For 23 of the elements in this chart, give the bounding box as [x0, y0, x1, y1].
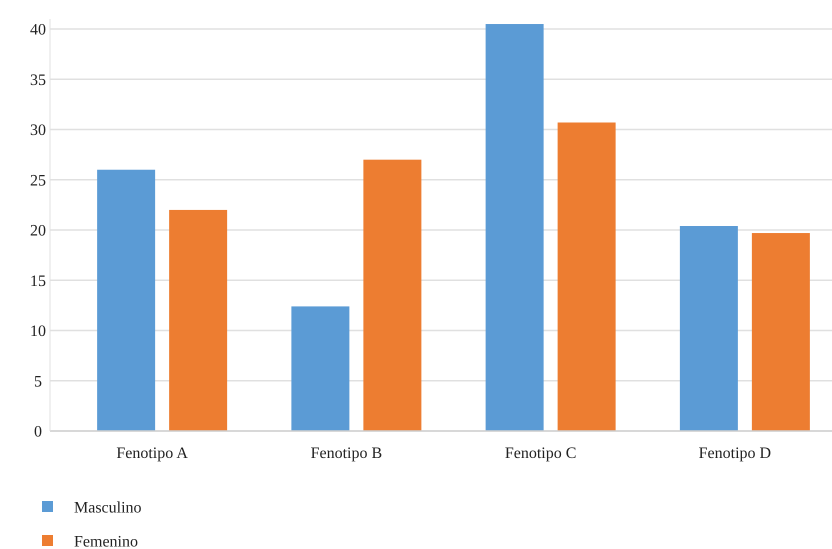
y-tick-label: 35 — [30, 72, 46, 89]
x-tick-label: Fenotipo C — [504, 445, 576, 462]
y-tick-label: 40 — [30, 22, 46, 39]
y-tick-label: 5 — [34, 373, 42, 390]
x-tick-label: Fenotipo B — [310, 445, 382, 462]
bar — [752, 233, 810, 431]
bar — [558, 122, 616, 431]
y-tick-label: 15 — [30, 272, 46, 290]
bar — [97, 170, 156, 431]
y-tick-label: 0 — [34, 424, 42, 441]
bar — [363, 160, 422, 431]
bar — [486, 24, 544, 431]
x-tick-label: Fenotipo A — [116, 445, 188, 462]
legend-label: Masculino — [74, 500, 142, 517]
x-tick-label: Fenotipo D — [698, 445, 772, 462]
bar — [291, 306, 350, 431]
legend-label: Femenino — [74, 534, 138, 549]
y-tick-label: 30 — [30, 122, 46, 140]
y-tick-label: 20 — [30, 222, 46, 240]
bar — [680, 226, 738, 431]
bar — [169, 210, 228, 431]
y-tick-label: 25 — [30, 172, 46, 190]
y-tick-label: 10 — [30, 323, 46, 340]
